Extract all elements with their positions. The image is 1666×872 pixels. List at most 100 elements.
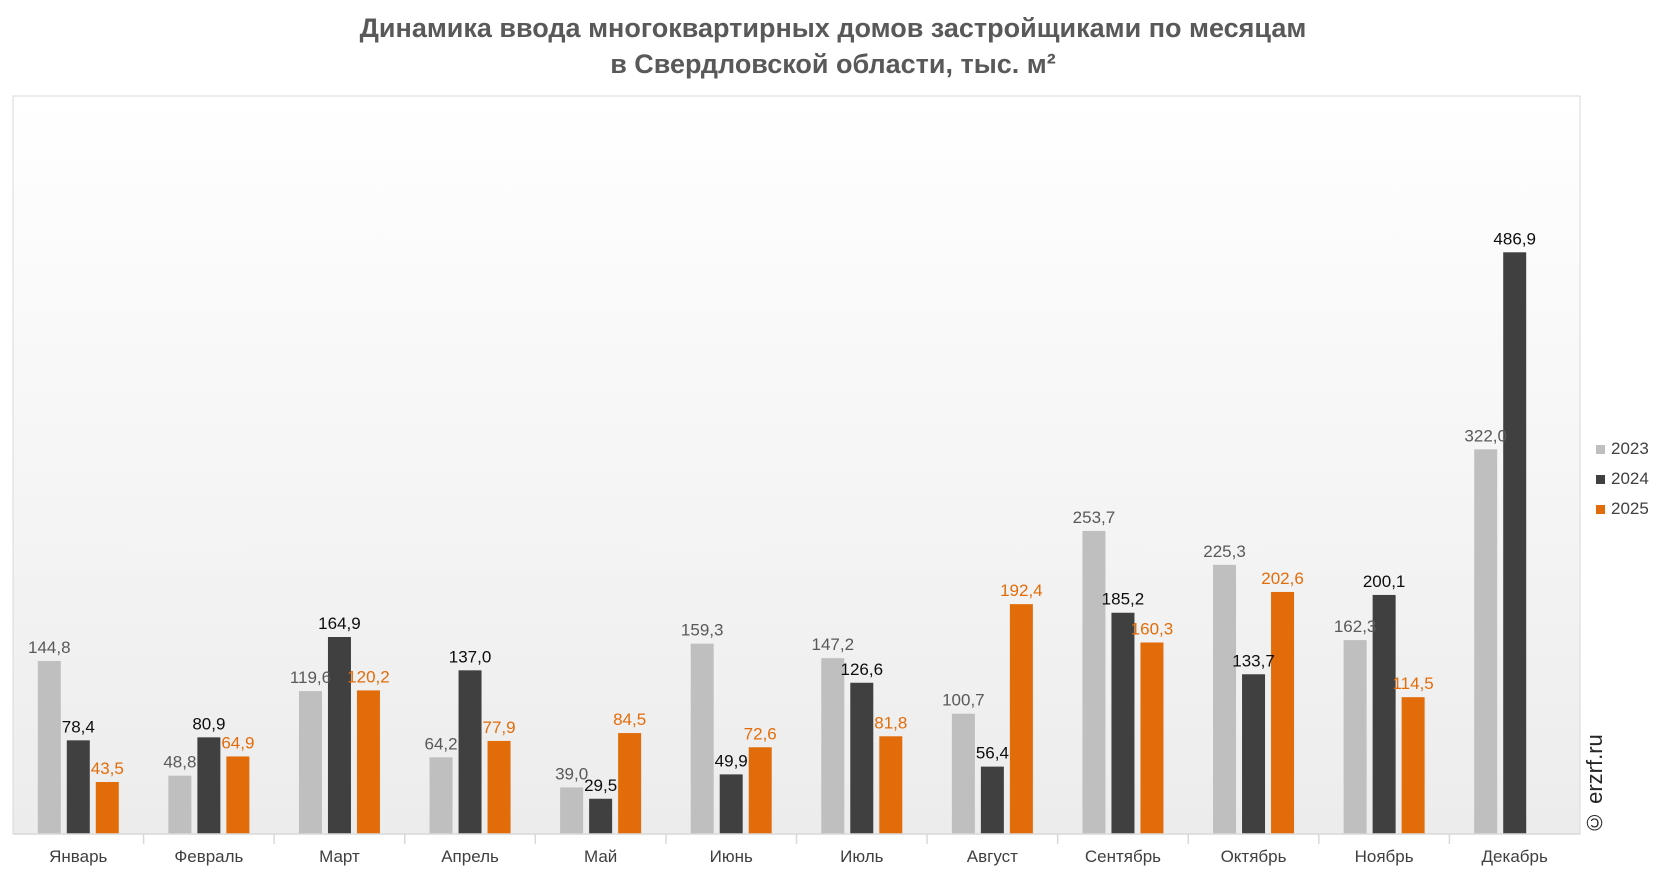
bar-2023-10 [1213,564,1237,834]
data-label-2024-12: 486,9 [1493,229,1536,248]
legend-swatch-2025 [1596,504,1605,514]
bar-2023-12 [1474,449,1498,834]
bar-2025-10 [1271,591,1295,834]
bar-2024-7 [850,682,874,834]
category-label-8: Август [967,847,1018,866]
bar-2025-11 [1401,697,1425,834]
bar-2024-12 [1503,252,1527,835]
data-label-2025-9: 160,3 [1131,619,1174,638]
category-label-3: Март [319,847,360,866]
bar-2024-11 [1372,594,1396,834]
data-label-2023-5: 39,0 [555,764,588,783]
legend-label-2025: 2025 [1611,499,1649,518]
data-labels-layer: 144,8 78,4 43,5 48,8 80,964,9 119,6 164,9 120,2… [28,229,1536,794]
data-label-2024-8: 56,4 [976,744,1009,763]
legend: 2023 2024 2025 [1596,434,1666,524]
category-label-2: Февраль [174,847,243,866]
bar-2023-5 [560,787,584,834]
chart-title-line-2: в Свердловской области, тыс. м² [610,49,1056,79]
data-label-2025-6: 72,6 [744,724,777,743]
bar-2024-5 [589,798,613,834]
x-axis-labels: Январь Февраль Март Апрель Май Июнь Июль Август… [49,847,1548,866]
data-label-2025-5: 84,5 [613,710,646,729]
chart-title-line-1: Динамика ввода многоквартирных домов зас… [359,13,1307,43]
category-label-1: Январь [49,847,107,866]
bar-2023-1 [37,661,61,834]
bar-2024-4 [458,670,482,834]
data-label-2023-10: 225,3 [1203,542,1246,561]
data-label-2023-12: 322,0 [1464,426,1507,445]
data-label-2024-9: 185,2 [1102,590,1145,609]
bar-2023-11 [1343,640,1367,834]
data-label-2024-11: 200,1 [1363,572,1406,591]
bar-2025-8 [1009,604,1033,834]
legend-item-2025: 2025 [1596,494,1666,524]
bar-2025-7 [879,736,903,834]
bar-2024-1 [66,740,90,834]
category-label-4: Апрель [441,847,499,866]
data-label-2025-1: 43,5 [91,759,124,778]
source-watermark: © erzrf.ru [1582,734,1607,835]
data-label-2024-3: 164,9 [318,614,361,633]
data-label-2023-3: 119,6 [290,668,331,687]
bar-2023-2 [168,775,192,834]
data-label-2023-2: 48,8 [163,753,196,772]
category-label-11: Ноябрь [1355,847,1414,866]
plot-area [12,95,1581,835]
bar-2025-4 [487,740,511,834]
bar-2025-3 [356,690,380,834]
category-label-12: Декабрь [1482,847,1548,866]
data-label-2025-7: 81,8 [874,713,907,732]
bar-2024-3 [327,636,351,834]
data-label-2025-8: 192,4 [1000,581,1043,600]
data-label-2025-3: 120,2 [347,667,390,686]
data-label-2024-5: 29,5 [584,776,617,795]
bar-2024-2 [197,737,221,834]
data-label-2023-9: 253,7 [1073,508,1116,527]
data-label-2024-2: 80,9 [192,714,225,733]
bar-2024-10 [1242,674,1266,834]
data-label-2024-4: 137,0 [449,647,492,666]
category-label-7: Июль [840,847,884,866]
chart-title: Динамика ввода многоквартирных домов зас… [0,10,1666,82]
bar-2025-5 [618,733,642,834]
category-label-5: Май [584,847,617,866]
data-label-2024-7: 126,6 [841,660,884,679]
data-label-2025-2: 64,9 [221,733,254,752]
category-label-9: Сентябрь [1085,847,1161,866]
legend-swatch-2023 [1596,444,1605,454]
legend-label-2024: 2024 [1611,469,1649,488]
data-label-2023-6: 159,3 [681,621,724,640]
bar-2025-9 [1140,642,1164,834]
bar-2024-9 [1111,612,1135,834]
legend-item-2024: 2024 [1596,464,1666,494]
bar-2023-8 [951,713,975,834]
legend-label-2023: 2023 [1611,439,1649,458]
category-label-6: Июнь [710,847,753,866]
bar-2023-4 [429,757,453,834]
bar-2023-9 [1082,530,1106,834]
bars-layer [37,252,1527,835]
category-label-10: Октябрь [1221,847,1287,866]
legend-item-2023: 2023 [1596,434,1666,464]
data-label-2023-11: 162,3 [1334,617,1377,636]
data-label-2025-10: 202,6 [1261,569,1304,588]
data-label-2024-6: 49,9 [715,751,748,770]
data-label-2023-7: 147,2 [812,635,855,654]
data-label-2023-8: 100,7 [942,691,985,710]
bar-2025-6 [748,747,772,834]
data-label-2025-11: 114,5 [1392,674,1433,693]
bar-2023-6 [690,643,714,834]
data-label-2023-1: 144,8 [28,638,71,657]
bar-2023-3 [298,691,322,834]
bar-2024-6 [719,774,743,834]
bar-2023-7 [821,658,845,834]
data-label-2024-10: 133,7 [1232,651,1275,670]
bar-2024-8 [980,766,1004,834]
data-label-2024-1: 78,4 [62,717,95,736]
bar-2025-1 [95,782,119,834]
data-label-2023-4: 64,2 [424,734,457,753]
bar-2025-2 [226,756,250,834]
x-axis-ticks [142,834,1451,844]
